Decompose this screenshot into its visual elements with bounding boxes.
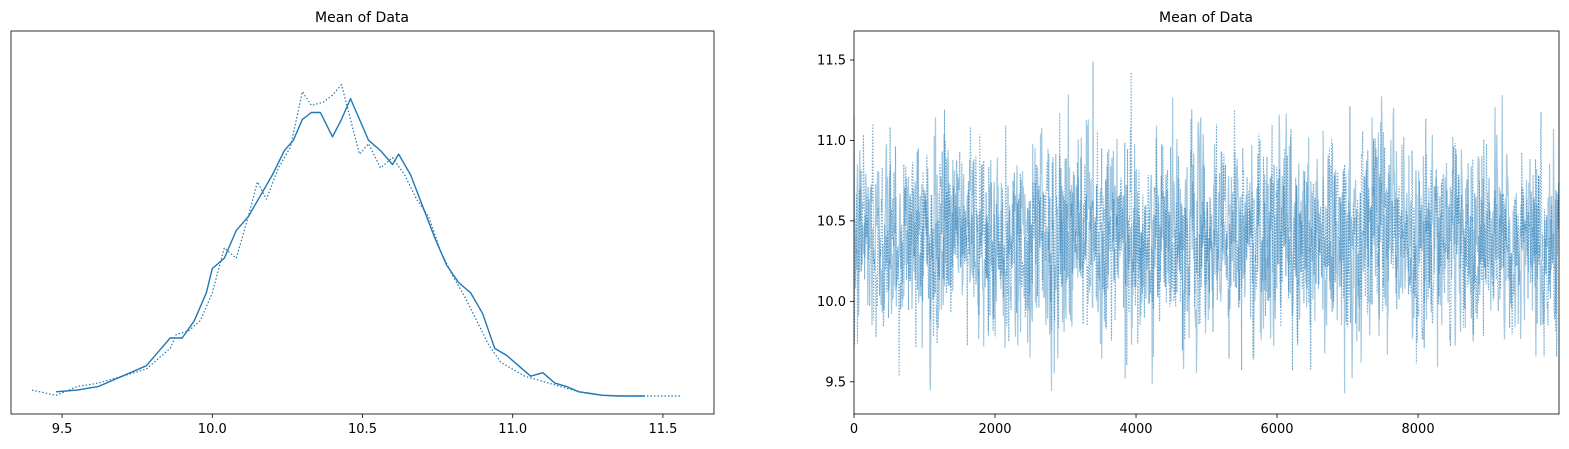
trace-series-solid	[854, 94, 1559, 394]
kde-plot-area	[31, 84, 681, 397]
trace-y-tick-label: 11.5	[817, 53, 846, 68]
kde-x-tick-label: 10.0	[198, 422, 227, 437]
trace-y-tick-label: 9.5	[825, 375, 846, 390]
trace-panel: Mean of Data 0 2000 4000 6000 8000 9.5 10.0 10…	[817, 10, 1560, 437]
kde-axes-frame	[10, 30, 715, 415]
kde-series-dotted	[31, 84, 681, 397]
kde-x-tick-label: 9.5	[52, 422, 73, 437]
trace-x-axis: 0 2000 4000 6000 8000	[850, 414, 1435, 437]
trace-x-tick-label: 8000	[1402, 422, 1435, 437]
kde-title: Mean of Data	[315, 10, 409, 26]
kde-x-tick-label: 11.5	[648, 422, 677, 437]
kde-x-tick-label: 10.5	[348, 422, 377, 437]
trace-title: Mean of Data	[1159, 10, 1253, 26]
trace-x-tick-label: 6000	[1260, 422, 1293, 437]
trace-y-tick-label: 10.0	[817, 295, 846, 310]
trace-x-tick-label: 0	[850, 422, 858, 437]
trace-x-tick-label: 4000	[1119, 422, 1152, 437]
trace-plot-area	[854, 61, 1559, 394]
trace-axes-frame	[853, 30, 1560, 415]
trace-y-tick-label: 11.0	[817, 134, 846, 149]
trace-x-tick-label: 2000	[978, 422, 1011, 437]
kde-x-axis: 9.5 10.0 10.5 11.0 11.5	[52, 414, 677, 437]
kde-panel: Mean of Data 9.5 10.0 10.5 11.0 11.5	[10, 10, 715, 437]
kde-series-solid	[56, 97, 645, 397]
trace-y-axis: 9.5 10.0 10.5 11.0 11.5	[817, 53, 854, 390]
kde-x-tick-label: 11.0	[498, 422, 527, 437]
trace-series-dotted	[854, 61, 1559, 377]
trace-y-tick-label: 10.5	[817, 214, 846, 229]
